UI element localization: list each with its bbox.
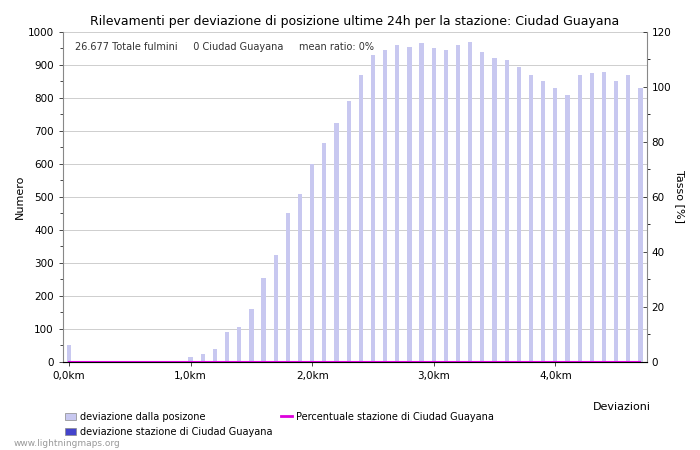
Bar	[116, 361, 120, 362]
Bar	[566, 94, 570, 362]
Bar	[237, 327, 241, 362]
Bar	[152, 361, 156, 362]
Text: Deviazioni: Deviazioni	[593, 402, 651, 412]
Bar	[468, 42, 472, 362]
Bar	[335, 123, 339, 362]
Bar	[553, 88, 557, 362]
Bar	[346, 101, 351, 362]
Y-axis label: Numero: Numero	[15, 175, 25, 219]
Bar	[614, 81, 618, 362]
Bar	[104, 361, 108, 362]
Title: Rilevamenti per deviazione di posizione ultime 24h per la stazione: Ciudad Guaya: Rilevamenti per deviazione di posizione …	[90, 15, 620, 28]
Bar	[419, 44, 424, 362]
Bar	[529, 75, 533, 362]
Bar	[456, 45, 460, 362]
Bar	[407, 47, 412, 362]
Bar	[164, 361, 169, 362]
Bar	[371, 55, 375, 362]
Y-axis label: Tasso [%]: Tasso [%]	[675, 171, 685, 224]
Bar	[127, 361, 132, 362]
Bar	[541, 81, 545, 362]
Bar	[225, 332, 229, 362]
Bar	[505, 60, 509, 362]
Bar	[67, 346, 71, 362]
Bar	[626, 75, 631, 362]
Bar	[176, 361, 181, 362]
Bar	[578, 75, 582, 362]
Bar	[91, 361, 95, 362]
Bar	[188, 357, 193, 362]
Bar	[358, 75, 363, 362]
Bar	[517, 67, 521, 362]
Bar	[261, 278, 266, 362]
Bar	[492, 58, 497, 362]
Bar	[79, 361, 83, 362]
Bar	[322, 143, 326, 362]
Bar	[298, 194, 302, 362]
Text: 26.677 Totale fulmini     0 Ciudad Guayana     mean ratio: 0%: 26.677 Totale fulmini 0 Ciudad Guayana m…	[75, 42, 374, 52]
Legend: deviazione dalla posizone, deviazione stazione di Ciudad Guayana, Percentuale st: deviazione dalla posizone, deviazione st…	[61, 408, 498, 441]
Bar	[602, 72, 606, 362]
Bar	[310, 164, 314, 362]
Bar	[286, 213, 290, 362]
Bar	[432, 49, 436, 362]
Bar	[383, 50, 387, 362]
Bar	[480, 52, 484, 362]
Bar	[274, 255, 278, 362]
Bar	[589, 73, 594, 362]
Bar	[395, 45, 400, 362]
Bar	[201, 354, 205, 362]
Text: www.lightningmaps.org: www.lightningmaps.org	[14, 439, 120, 448]
Bar	[213, 349, 217, 362]
Bar	[638, 88, 643, 362]
Bar	[140, 361, 144, 362]
Bar	[444, 50, 448, 362]
Bar	[249, 309, 253, 362]
